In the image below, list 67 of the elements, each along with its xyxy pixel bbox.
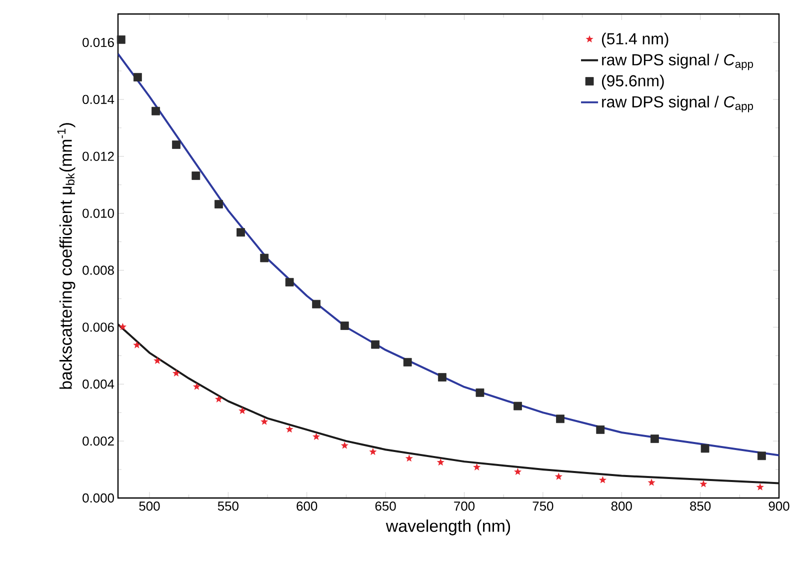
y-tick-label: 0.002: [82, 436, 114, 446]
point: [172, 369, 180, 377]
point: [286, 425, 294, 433]
point: [554, 472, 562, 480]
x-tick-label: 600: [296, 502, 318, 511]
legend-label: raw DPS signal / C$_{app}$: [602, 96, 754, 112]
y-tick-label: 0.016: [82, 38, 114, 48]
point: [436, 458, 444, 466]
point: [260, 418, 268, 425]
x-tick-label: 700: [454, 502, 475, 511]
point: [260, 254, 269, 262]
point: [116, 35, 126, 44]
y-tick-label: 0.006: [82, 322, 114, 332]
point: [700, 444, 710, 453]
point: [514, 468, 522, 476]
point: [756, 483, 764, 490]
point: [340, 442, 348, 449]
x-axis-title: wavelength (nm): [386, 520, 510, 536]
point: [312, 300, 320, 308]
point: [598, 476, 607, 484]
point: [476, 388, 484, 397]
y-tick-label: 0.000: [82, 493, 114, 503]
point: [238, 406, 246, 414]
point: [192, 382, 200, 390]
x-tick-label: 850: [690, 502, 711, 511]
point: [192, 172, 200, 180]
point: [650, 434, 659, 443]
line-series: [118, 52, 780, 456]
point: [369, 448, 377, 456]
point: [214, 200, 223, 208]
point: [403, 358, 412, 366]
point: [214, 395, 223, 402]
point: [312, 432, 320, 440]
point: [133, 73, 142, 82]
point: [596, 425, 605, 434]
point: [154, 356, 162, 364]
y-axis-title: backscattering coefficient μ$_{bk}$(mm$^{-1}$): [57, 123, 76, 389]
legend-label: raw DPS signal / C$_{app}$: [602, 54, 754, 70]
x-tick-label: 800: [611, 502, 632, 511]
x-tick-label: 900: [768, 502, 790, 511]
point: [152, 106, 160, 116]
point: [405, 454, 413, 462]
x-tick-label: 750: [532, 502, 554, 511]
point: [514, 402, 522, 410]
y-tick-label: 0.008: [82, 266, 114, 275]
x-tick-label: 650: [375, 502, 396, 511]
point: [371, 340, 380, 349]
point: [648, 478, 656, 486]
y-tick-label: 0.012: [82, 152, 114, 161]
point: [757, 452, 766, 460]
legend-label: (95.6nm): [602, 74, 664, 90]
point: [340, 322, 349, 330]
y-tick-label: 0.014: [82, 94, 114, 104]
point: [118, 322, 127, 330]
x-tick-label: 500: [139, 502, 160, 511]
y-tick-label: 0.004: [82, 380, 114, 389]
point: [438, 373, 446, 382]
x-tick-label: 550: [218, 502, 238, 511]
y-tick-label: 0.010: [82, 208, 114, 218]
point: [236, 228, 245, 237]
point: [556, 414, 564, 424]
point: [700, 480, 708, 488]
legend-label: (51.4 nm): [602, 32, 668, 48]
point: [473, 463, 481, 470]
point: [133, 341, 141, 348]
point: [285, 278, 294, 286]
point: [172, 140, 180, 149]
